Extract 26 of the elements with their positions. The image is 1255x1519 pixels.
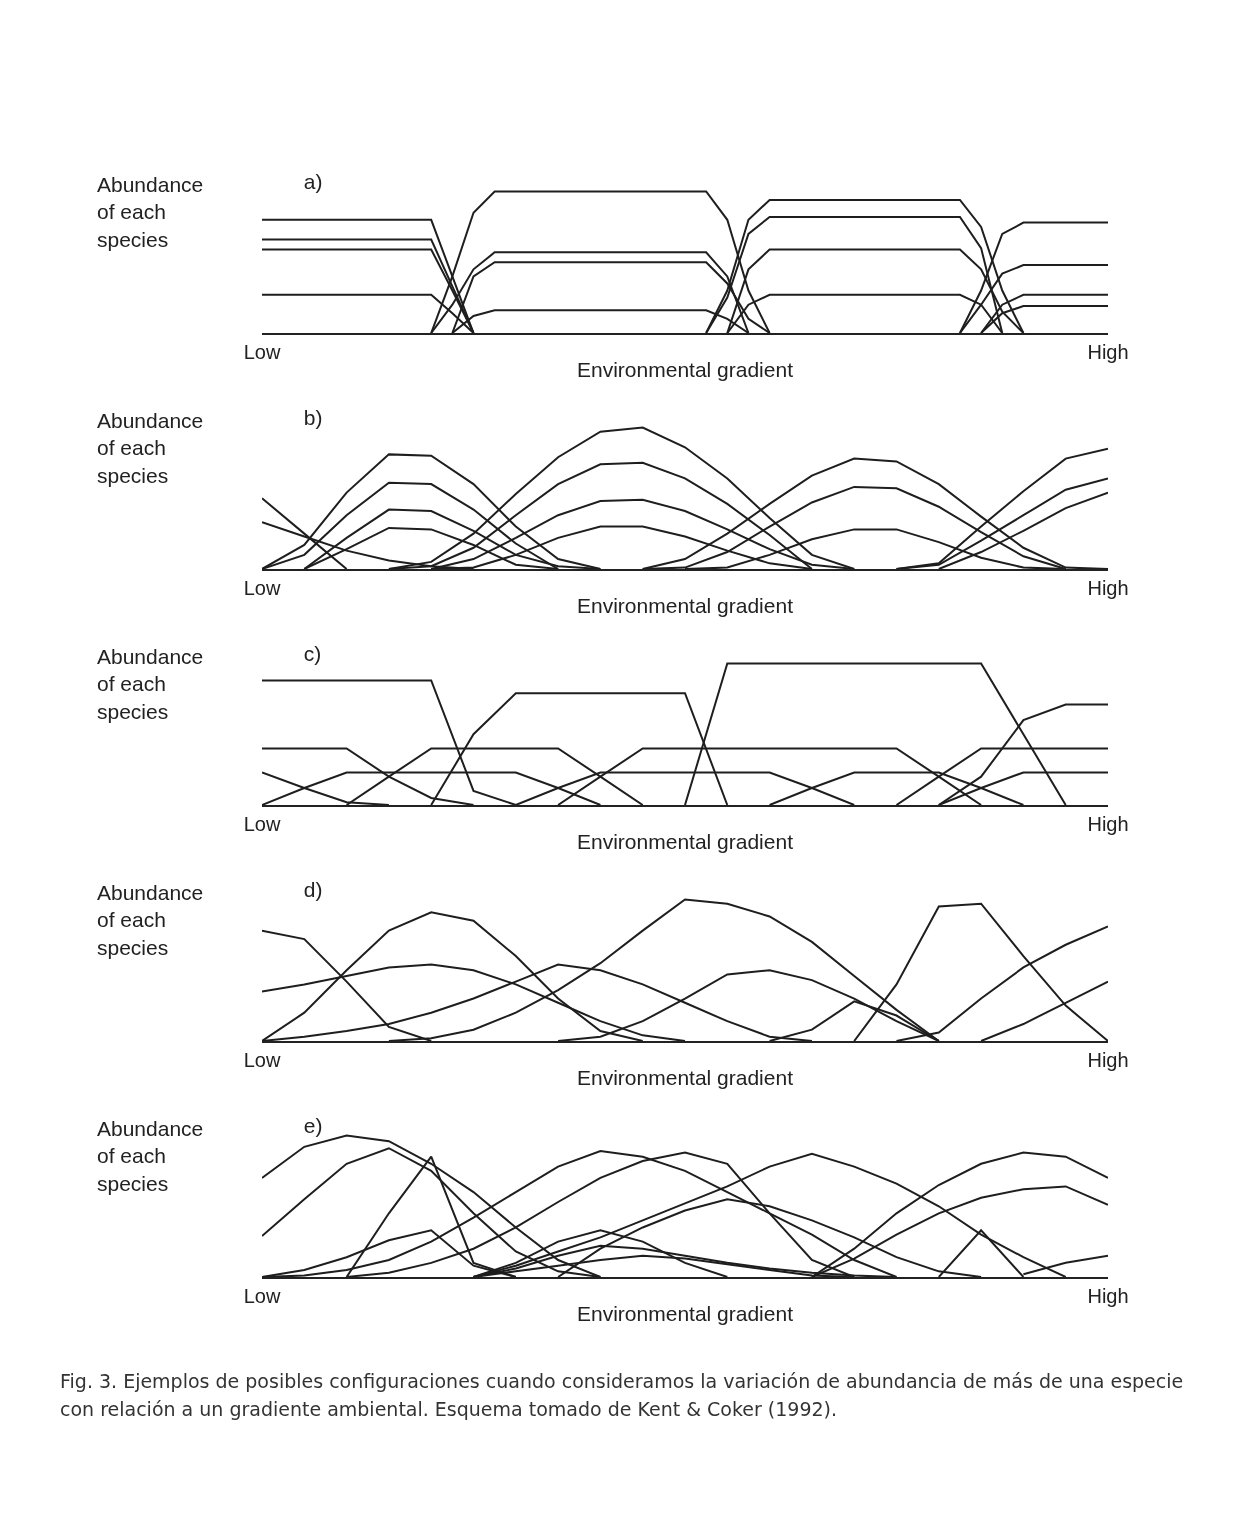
chart-title: d) — [303, 877, 323, 901]
chart-title: e) — [303, 1113, 323, 1137]
x-tick-label: High — [1087, 577, 1129, 599]
y-axis-title: Abundance of each species — [97, 409, 204, 487]
x-tick-label: High — [1087, 813, 1129, 835]
x-tick-label: Low — [243, 577, 281, 599]
x-tick-label: Low — [243, 1049, 281, 1071]
x-axis-title: Environmental gradient — [577, 1301, 794, 1325]
x-tick-label: High — [1087, 1049, 1129, 1071]
x-tick-label: Low — [243, 813, 281, 835]
x-tick-label: High — [1087, 341, 1129, 363]
chart-title: c) — [303, 641, 322, 665]
y-axis-title: Abundance of each species — [97, 1117, 204, 1195]
x-tick-label: Low — [243, 1285, 281, 1307]
y-axis-title: Abundance of each species — [97, 881, 204, 959]
y-axis-title: Abundance of each species — [97, 173, 204, 251]
x-tick-label: Low — [243, 341, 281, 363]
x-axis-title: Environmental gradient — [577, 357, 794, 381]
y-axis-title: Abundance of each species — [97, 645, 204, 723]
chart-title: a) — [303, 169, 323, 193]
x-axis-title: Environmental gradient — [577, 829, 794, 853]
x-axis-title: Environmental gradient — [577, 593, 794, 617]
x-axis-title: Environmental gradient — [577, 1065, 794, 1089]
caption: Fig. 3. Ejemplos de posibles configuraciones cuando consideramos la variación de abundancia de más de una especie con relación a un gradiente ambiental. Esquema tomado de Kent & Coker (1992). — [60, 1369, 1185, 1422]
chart-title: b) — [303, 405, 323, 429]
x-tick-label: High — [1087, 1285, 1129, 1307]
